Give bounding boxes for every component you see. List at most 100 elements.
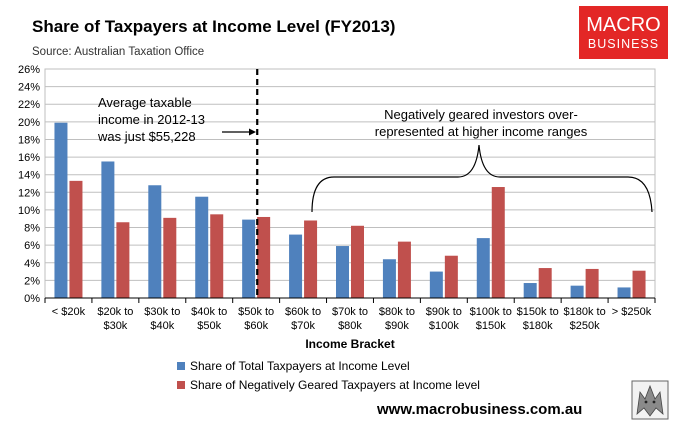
x-axis-ticks: < $20k $20k to $30k$30k to $40k$40k to $50k$… <box>44 298 656 332</box>
bar-negatively-geared <box>632 270 646 298</box>
x-tick-label-line: $150k <box>476 320 506 332</box>
y-tick-label: 8% <box>24 223 40 235</box>
bar-total-taxpayers <box>242 219 256 298</box>
y-tick-label: 0% <box>24 293 40 305</box>
x-tick-label-line: $70k to <box>332 306 368 318</box>
bar-total-taxpayers <box>523 283 537 298</box>
x-axis-title: Income Bracket <box>305 337 394 351</box>
website-url: www.macrobusiness.com.au <box>376 401 582 418</box>
x-tick-label-line: $60k <box>244 320 268 332</box>
y-axis-ticks: 0% 2% 4% 6% 8% 10% 12% 14% 16% 18% 20% 22% 24% 26% <box>18 64 40 305</box>
legend-swatch-total <box>177 362 185 370</box>
x-tick-label: $40k to $50k <box>191 306 227 332</box>
bar-total-taxpayers <box>195 196 209 298</box>
x-tick-label: $90k to $100k <box>426 306 462 332</box>
x-tick-label: $30k to $40k <box>144 306 180 332</box>
y-tick-label: 24% <box>18 82 40 94</box>
x-tick-label-line: $90k <box>385 320 409 332</box>
y-tick-label: 16% <box>18 152 40 164</box>
bar-total-taxpayers <box>289 234 303 298</box>
y-tick-label: 4% <box>24 258 40 270</box>
x-tick-label-line: $100k <box>429 320 459 332</box>
curly-brace-icon <box>311 144 653 213</box>
y-tick-label: 6% <box>24 240 40 252</box>
legend-swatch-negatively-geared <box>177 381 185 389</box>
legend: Share of Total Taxpayers at Income Level… <box>177 359 480 392</box>
x-tick-label-line: $30k <box>103 320 127 332</box>
x-tick-label: $150k to $180k <box>517 306 559 332</box>
x-tick-label: $80k to $90k <box>379 306 415 332</box>
y-tick-label: 26% <box>18 64 40 76</box>
legend-label-total: Share of Total Taxpayers at Income Level <box>190 359 410 373</box>
y-tick-label: 22% <box>18 99 40 111</box>
bar-negatively-geared <box>397 241 411 298</box>
annotation-line: was just $55,228 <box>97 129 196 144</box>
x-tick-label-line: $30k to <box>144 306 180 318</box>
logo-line1: MACRO <box>586 14 660 36</box>
x-tick-label: $70k to $80k <box>332 306 368 332</box>
x-tick-label-line: $180k to <box>564 306 606 318</box>
logo-background <box>579 6 668 59</box>
bar-negatively-geared <box>210 214 224 298</box>
y-tick-label: 20% <box>18 117 40 129</box>
y-tick-label: 18% <box>18 134 40 146</box>
x-tick-label-line: $250k <box>570 320 600 332</box>
chart-title: Share of Taxpayers at Income Level (FY20… <box>32 17 395 36</box>
x-tick-label-line: $40k to <box>191 306 227 318</box>
legend-label-negatively-geared: Share of Negatively Geared Taxpayers at … <box>190 378 480 392</box>
bars <box>54 122 646 298</box>
x-tick-label-line: $50k to <box>238 306 274 318</box>
macrobusiness-logo: MACRO BUSINESS <box>579 6 668 59</box>
x-tick-label: $180k to $250k <box>564 306 606 332</box>
x-tick-label: $60k to $70k <box>285 306 321 332</box>
bar-negatively-geared <box>69 180 83 298</box>
x-tick-label: $50k to $60k <box>238 306 274 332</box>
wolf-face-icon <box>636 384 664 417</box>
wolf-eye-icon <box>652 400 656 404</box>
annotation-line: income in 2012-13 <box>98 112 205 127</box>
chart-subtitle: Source: Australian Taxation Office <box>32 46 204 58</box>
bar-negatively-geared <box>163 217 177 298</box>
x-tick-label-line: $90k to <box>426 306 462 318</box>
bar-negatively-geared <box>257 216 271 298</box>
wolf-emblem-icon <box>631 380 669 420</box>
plot-area <box>44 68 656 299</box>
bar-total-taxpayers <box>476 238 490 298</box>
arrow-head-icon <box>249 128 256 136</box>
x-tick-label: < $20k <box>52 306 86 318</box>
bar-total-taxpayers <box>382 259 396 298</box>
y-tick-label: 14% <box>18 170 40 182</box>
bar-negatively-geared <box>444 255 458 298</box>
bar-negatively-geared <box>491 187 505 298</box>
x-tick-label-line: $80k <box>338 320 362 332</box>
x-tick-label-line: < $20k <box>52 306 86 318</box>
y-tick-label: 12% <box>18 187 40 199</box>
bar-negatively-geared <box>304 220 318 298</box>
negatively-geared-annotation: Negatively geared investors over- repres… <box>311 107 653 213</box>
x-tick-label-line: $100k to <box>470 306 512 318</box>
gridlines <box>45 68 655 281</box>
wolf-eye-icon <box>644 400 648 404</box>
annotation-line: represented at higher income ranges <box>375 124 588 139</box>
bar-total-taxpayers <box>570 285 584 298</box>
x-tick-label-line: > $250k <box>612 306 652 318</box>
bar-negatively-geared <box>538 268 552 298</box>
annotation-line: Negatively geared investors over- <box>384 107 578 122</box>
bar-total-taxpayers <box>617 287 631 298</box>
bar-total-taxpayers <box>54 122 68 298</box>
bar-total-taxpayers <box>429 271 443 298</box>
x-tick-label-line: $180k <box>523 320 553 332</box>
y-tick-label: 10% <box>18 205 40 217</box>
y-tick-label: 2% <box>24 275 40 287</box>
average-income-annotation: Average taxable income in 2012-13 was ju… <box>97 95 256 144</box>
x-tick-label: > $250k <box>612 306 652 318</box>
x-tick-label-line: $80k to <box>379 306 415 318</box>
x-tick-label-line: $60k to <box>285 306 321 318</box>
bar-total-taxpayers <box>148 185 162 298</box>
x-tick-label: $20k to $30k <box>97 306 133 332</box>
x-tick-label-line: $50k <box>197 320 221 332</box>
x-tick-label-line: $150k to <box>517 306 559 318</box>
bar-total-taxpayers <box>336 246 349 298</box>
x-tick-label: $100k to $150k <box>470 306 512 332</box>
